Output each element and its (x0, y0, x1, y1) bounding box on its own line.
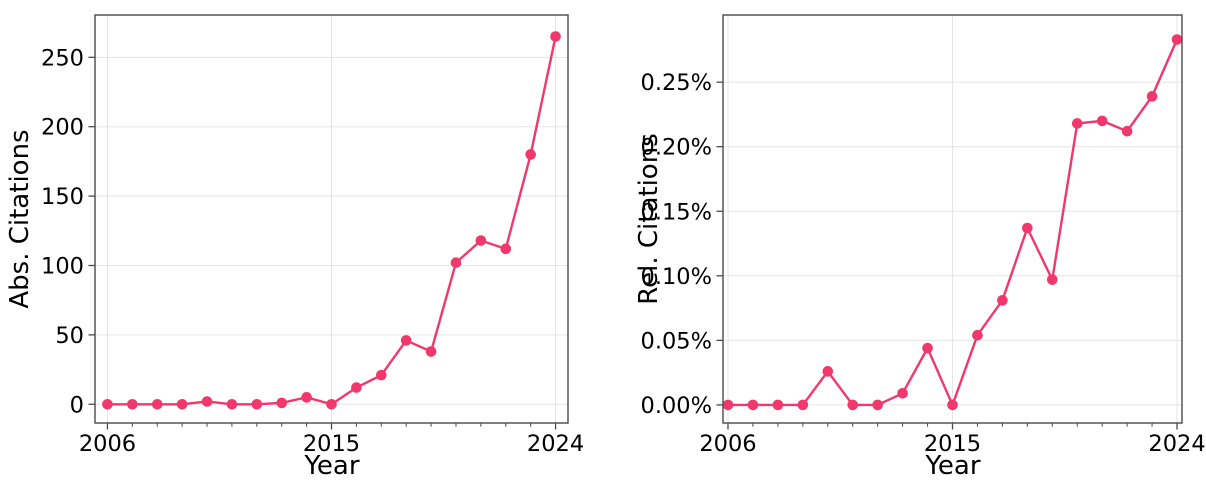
data-point-2023 (525, 149, 536, 160)
data-point-2016 (351, 382, 362, 393)
data-point-2018 (400, 335, 412, 346)
data-point-2009 (176, 398, 188, 410)
data-point-2021 (475, 235, 487, 246)
x-axis-tick-label: 2006 (79, 431, 136, 457)
data-point-2008 (151, 398, 163, 410)
data-point-2010 (822, 366, 834, 377)
y-axis-tick-label: 0.00% (641, 393, 712, 419)
data-point-2012 (251, 398, 263, 410)
data-point-2017 (997, 295, 1008, 306)
data-point-2020 (1071, 118, 1083, 129)
y-axis-tick-label: 0 (70, 392, 84, 418)
y-axis-tick-label: 0.15% (641, 199, 712, 225)
data-point-2007 (747, 399, 759, 411)
data-point-2011 (226, 398, 238, 410)
data-point-2022 (500, 243, 512, 255)
x-axis-tick-label: 2015 (924, 431, 981, 457)
data-point-2022 (1121, 125, 1133, 137)
y-axis-tick-label: 200 (41, 115, 84, 141)
data-point-2014 (301, 392, 312, 403)
data-point-2013 (897, 388, 908, 399)
data-point-2015 (947, 399, 958, 411)
y-axis-tick-label: 150 (41, 184, 84, 210)
y-axis-tick-label: 50 (55, 323, 84, 349)
y-axis-tick-label: 0.20% (641, 135, 712, 161)
y-axis-tick-label: 0.25% (641, 70, 712, 96)
x-axis-tick-label: 2015 (303, 431, 360, 457)
data-point-2014 (922, 342, 933, 354)
data-point-2012 (872, 399, 883, 411)
data-point-2019 (1046, 274, 1058, 285)
plot-frame (94, 14, 569, 424)
plot-frame (722, 14, 1183, 424)
data-point-2019 (425, 346, 437, 357)
y-axis-tick-label: 250 (41, 45, 84, 71)
data-point-2023 (1146, 91, 1158, 102)
x-axis-tick-label: 2006 (699, 431, 756, 457)
y-axis-tick-label: 0.10% (641, 264, 712, 290)
x-axis-tick-label: 2024 (527, 431, 584, 457)
data-point-2015 (326, 398, 337, 410)
data-point-2024 (1171, 34, 1183, 45)
data-point-2021 (1096, 115, 1108, 127)
data-point-2009 (797, 399, 809, 411)
data-point-2013 (276, 397, 288, 409)
x-axis-tick-label: 2024 (1148, 431, 1205, 457)
abs-citations-y-axis-label: Abs. Citations (5, 129, 35, 309)
abs-citations-x-axis-label: Year (304, 451, 360, 481)
data-point-2020 (450, 257, 462, 269)
data-point-2006 (102, 398, 113, 410)
data-point-2024 (550, 31, 561, 42)
data-point-2016 (972, 329, 983, 341)
data-point-2006 (722, 399, 734, 411)
y-axis-tick-label: 0.05% (641, 328, 712, 354)
data-point-2007 (127, 398, 138, 410)
data-point-2008 (772, 399, 784, 411)
data-point-2011 (847, 399, 859, 411)
rel-citations-y-axis-label: Rel. Citations (634, 133, 664, 305)
rel-citations-x-axis-label: Year (925, 451, 981, 481)
y-axis-tick-label: 100 (41, 253, 84, 279)
data-point-2018 (1022, 222, 1033, 234)
data-point-2017 (375, 369, 387, 381)
data-point-2010 (201, 396, 213, 407)
